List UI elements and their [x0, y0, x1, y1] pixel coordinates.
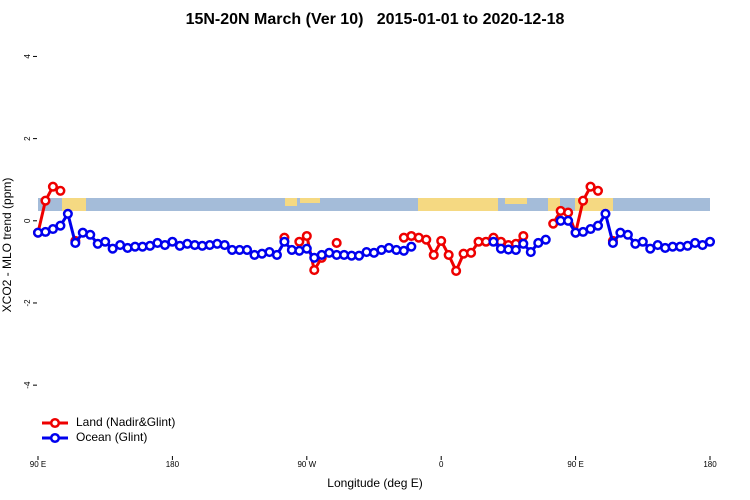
data-point — [592, 185, 604, 196]
data-point — [309, 265, 320, 276]
data-point — [704, 236, 716, 247]
data-point — [70, 237, 81, 249]
data-point — [518, 230, 529, 242]
data-point — [540, 234, 551, 245]
data-point — [301, 230, 312, 242]
data-point — [451, 265, 462, 276]
x-tick-label: 90 E — [30, 460, 46, 469]
data-point — [525, 246, 536, 258]
x-tick-label: 0 — [439, 460, 444, 469]
data-point — [85, 229, 96, 240]
x-tick-label: 90 E — [567, 460, 583, 469]
data-point — [242, 244, 253, 256]
y-axis-label: XCO2 - MLO trend (ppm) — [0, 178, 14, 313]
data-point — [563, 215, 574, 226]
data-point — [518, 238, 529, 249]
data-point — [55, 220, 66, 231]
legend-label: Land (Nadir&Glint) — [76, 415, 175, 429]
x-tick-label: 180 — [166, 460, 180, 469]
data-point — [331, 237, 342, 249]
data-point — [600, 208, 611, 219]
x-tick-label: 180 — [703, 460, 717, 469]
data-point — [510, 244, 521, 256]
data-point — [354, 250, 365, 261]
legend-marker — [49, 432, 61, 444]
data-point — [622, 229, 633, 240]
map-strip — [38, 198, 710, 211]
data-point — [428, 249, 439, 260]
data-point — [443, 249, 454, 260]
data-point — [488, 236, 499, 247]
data-point — [398, 245, 409, 256]
data-point — [645, 243, 656, 254]
chart-title: 15N-20N March (Ver 10) 2015-01-01 to 202… — [186, 11, 565, 28]
data-point — [607, 237, 618, 249]
y-tick-label: -4 — [23, 381, 32, 389]
legend-marker — [49, 417, 61, 429]
data-point — [406, 241, 417, 252]
y-tick-label: -2 — [23, 299, 32, 307]
data-point — [40, 195, 51, 206]
x-tick-label: 90 W — [297, 460, 316, 469]
y-tick-label: 0 — [23, 218, 32, 223]
data-point — [107, 243, 118, 254]
data-point — [563, 207, 574, 218]
y-tick-label: 2 — [23, 136, 32, 141]
x-axis-label: Longitude (deg E) — [327, 476, 422, 490]
data-point — [167, 236, 178, 247]
data-point — [55, 185, 66, 196]
y-tick-label: 4 — [23, 54, 32, 59]
data-point — [436, 235, 447, 246]
data-point — [466, 247, 477, 258]
data-point — [637, 236, 648, 247]
data-point — [47, 181, 58, 192]
data-point — [219, 239, 230, 251]
data-point — [279, 236, 290, 247]
data-point — [585, 181, 596, 192]
data-point — [62, 208, 73, 219]
data-point — [100, 236, 111, 247]
data-point — [271, 249, 282, 260]
data-point — [578, 195, 589, 206]
data-point — [294, 236, 305, 247]
data-point — [592, 220, 604, 231]
legend-label: Ocean (Glint) — [76, 430, 147, 444]
data-point — [421, 234, 432, 245]
data-point — [301, 243, 312, 254]
